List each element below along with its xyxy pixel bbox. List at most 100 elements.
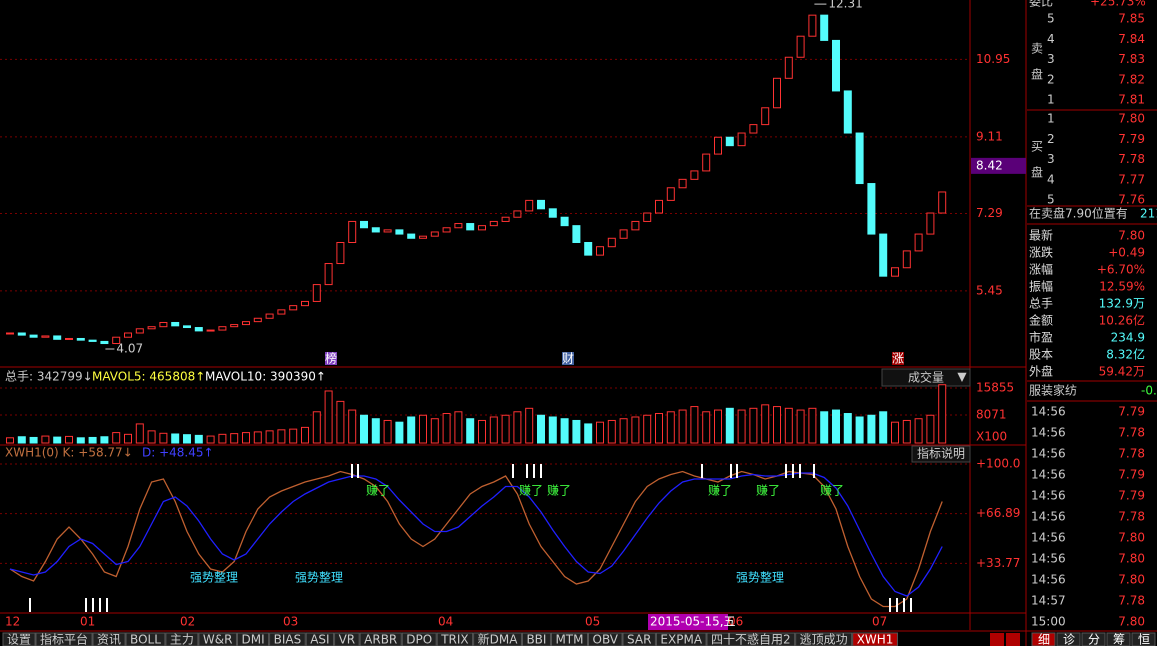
tab[interactable] (198, 632, 237, 646)
tab[interactable] (269, 632, 306, 646)
price-tick-label: 7.29 (976, 206, 1003, 220)
side-tab-label[interactable]: 诊 (1063, 633, 1075, 646)
tab[interactable] (165, 632, 199, 646)
tab[interactable] (588, 632, 623, 646)
tick-time: 14:56 (1031, 468, 1066, 482)
volume-bar (466, 418, 475, 444)
side-tab[interactable] (1131, 632, 1156, 646)
candle (454, 223, 463, 229)
tab-label[interactable]: ASI (310, 633, 329, 646)
tab-label[interactable]: 主力 (170, 633, 194, 646)
volume-bar (584, 423, 593, 444)
nav-button[interactable] (990, 633, 1004, 646)
candle (253, 317, 262, 323)
tab-label[interactable]: BBI (526, 633, 546, 646)
tab-label[interactable]: W&R (203, 633, 233, 646)
tab-label[interactable]: DMI (241, 633, 264, 646)
candle (773, 77, 781, 109)
tab[interactable] (550, 632, 588, 646)
tab[interactable] (795, 632, 853, 646)
side-tab-label[interactable]: 细 (1038, 633, 1050, 646)
tab[interactable] (401, 632, 437, 646)
tab-label[interactable]: MTM (555, 633, 583, 646)
nav-button[interactable] (1006, 633, 1020, 646)
selector-label[interactable]: 成交量 (908, 370, 944, 385)
side-tab[interactable] (1031, 632, 1056, 646)
help-button[interactable] (911, 445, 971, 463)
candle (820, 14, 829, 41)
tab-label[interactable]: TRIX (440, 633, 468, 646)
tab[interactable] (334, 632, 360, 646)
candle (183, 325, 191, 329)
candle (548, 208, 557, 218)
tab-label[interactable]: 四十不惑自用2 (711, 633, 791, 646)
tab-label[interactable]: XWH1 (857, 633, 894, 646)
candle (501, 216, 510, 222)
volume-bar (820, 411, 829, 444)
tab-label[interactable]: 设置 (7, 633, 31, 646)
volume-bar (348, 409, 357, 444)
tab-label[interactable]: BOLL (130, 633, 161, 646)
volume-bar (478, 419, 486, 444)
tick-time: 14:56 (1031, 552, 1066, 566)
help-button-label[interactable]: 指标说明 (917, 446, 965, 461)
tab[interactable] (92, 632, 126, 646)
tab[interactable] (236, 632, 270, 646)
candle (607, 237, 616, 248)
stat-label: 最新 (1029, 228, 1053, 243)
date-label: 03 (283, 615, 298, 629)
tab[interactable] (2, 632, 36, 646)
tab-label[interactable]: 新DMA (478, 632, 519, 646)
event-marker: 涨 (892, 351, 904, 366)
volume-bar (619, 418, 628, 444)
tab[interactable] (436, 632, 474, 646)
indicator-legend: D: +48.45↑ (142, 446, 214, 460)
volume-bar (112, 432, 121, 444)
side-tab-label[interactable]: 筹 (1113, 633, 1125, 646)
stat-label: 涨幅 (1029, 262, 1053, 277)
tab-label[interactable]: 逃顶成功 (800, 633, 848, 646)
side-tab-label[interactable]: 分 (1088, 633, 1100, 646)
side-tab-label[interactable]: 恒 (1138, 633, 1150, 646)
volume-bar (572, 419, 581, 444)
volume-bar (454, 411, 463, 444)
tick-time: 14:56 (1031, 447, 1066, 461)
side-tab[interactable] (1106, 632, 1131, 646)
tab[interactable] (622, 632, 656, 646)
tab-label[interactable]: OBV (593, 633, 619, 646)
tab-label[interactable]: BIAS (274, 633, 302, 646)
tab-label[interactable]: 资讯 (97, 633, 121, 646)
tab-label[interactable]: ARBR (364, 633, 397, 646)
side-tab[interactable] (1056, 632, 1081, 646)
tab-label[interactable]: SAR (627, 633, 651, 646)
tab[interactable] (359, 632, 402, 646)
date-label: 12 (5, 615, 20, 629)
tab[interactable] (706, 632, 796, 646)
candle (572, 225, 581, 243)
consolidation-label: 强势整理 (736, 570, 784, 585)
tab[interactable] (125, 632, 166, 646)
selector[interactable] (881, 368, 971, 387)
tab[interactable] (473, 632, 522, 646)
volume-bar (430, 418, 439, 444)
tab[interactable] (35, 632, 93, 646)
volume-bar (230, 433, 239, 444)
candle (619, 229, 628, 239)
tab-label[interactable]: EXPMA (660, 633, 702, 646)
price-tick-label: 10.95 (976, 52, 1010, 66)
tab-label[interactable]: 指标平台 (40, 632, 88, 646)
candle (6, 332, 14, 335)
tab[interactable] (521, 632, 551, 646)
tab[interactable] (655, 632, 707, 646)
volume-bar (53, 436, 62, 444)
candle (761, 107, 770, 126)
tab-label[interactable]: DPO (406, 633, 432, 646)
volume-bar (548, 416, 557, 444)
candle (560, 216, 569, 227)
tab-label[interactable]: VR (339, 633, 356, 646)
side-tab[interactable] (1081, 632, 1106, 646)
candle (206, 329, 215, 332)
tab[interactable] (852, 632, 898, 646)
tab[interactable] (305, 632, 335, 646)
candle (784, 56, 793, 79)
